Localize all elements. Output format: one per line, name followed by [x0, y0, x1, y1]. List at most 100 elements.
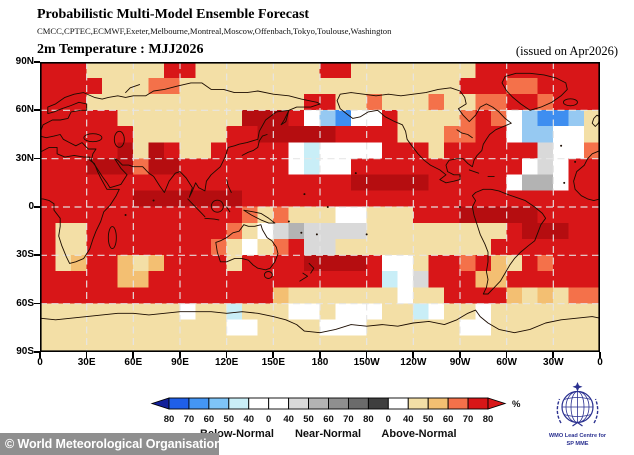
map-cell: [350, 93, 367, 111]
map-cell: [226, 222, 243, 240]
map-cell: [397, 271, 414, 288]
map-cell: [444, 110, 461, 127]
map-cell: [335, 287, 352, 304]
legend-segment: [268, 397, 290, 410]
legend-tick-label: 80: [363, 414, 374, 425]
map-cell: [521, 77, 539, 95]
map-cell: [490, 287, 507, 304]
map-cell: [164, 287, 181, 304]
legend-segment: [308, 397, 329, 410]
map-cell: [428, 222, 445, 240]
legend-tick-label: 70: [184, 414, 195, 425]
lon-tick-label: 0: [37, 357, 43, 368]
map-cell: [397, 287, 414, 304]
map-cell: [241, 158, 259, 176]
map-cell: [381, 110, 399, 127]
world-map: [40, 62, 600, 352]
map-cell: [490, 206, 507, 224]
map-cell: [366, 93, 383, 111]
legend-tick-label: 0: [266, 414, 271, 425]
lat-tick-mark: [34, 157, 40, 160]
map-cell: [350, 222, 367, 240]
map-cell: [226, 174, 243, 192]
map-cell: [428, 190, 445, 208]
legend-segment: [188, 397, 210, 410]
map-cell: [335, 110, 352, 127]
map-cell: [584, 110, 600, 127]
map-cell: [428, 126, 445, 143]
map-cell: [288, 190, 305, 208]
map-cell: [584, 142, 600, 159]
map-cell: [506, 126, 523, 143]
map-cell: [210, 335, 227, 352]
map-cell: [133, 335, 150, 352]
map-cell: [117, 142, 134, 159]
map-cell: [226, 158, 243, 176]
map-cell: [273, 271, 290, 288]
map-cell: [40, 255, 56, 272]
lon-tick-mark: [225, 352, 228, 358]
map-cell: [537, 319, 554, 337]
map-cell: [428, 62, 445, 79]
map-cell: [459, 238, 476, 256]
map-cell: [179, 287, 196, 304]
map-cell: [335, 222, 352, 240]
map-cell: [397, 238, 414, 256]
lat-tick-label: 90S: [16, 346, 34, 357]
map-cell: [521, 319, 539, 337]
map-cell: [506, 222, 523, 240]
map-cell: [304, 158, 321, 176]
map-cell: [490, 174, 507, 192]
legend-tick-label: 40: [403, 414, 414, 425]
map-cell: [148, 255, 165, 272]
map-cell: [350, 287, 367, 304]
map-cell: [304, 190, 321, 208]
map-cell: [475, 335, 492, 352]
map-cell: [226, 126, 243, 143]
map-cell: [568, 62, 585, 79]
map-cell: [164, 158, 181, 176]
map-cell: [413, 255, 430, 272]
lon-tick-label: 90E: [171, 357, 189, 368]
lat-tick-label: 30S: [16, 249, 34, 261]
map-cell: [55, 190, 72, 208]
map-cell: [490, 77, 507, 95]
map-cell: [413, 158, 430, 176]
map-cell: [413, 319, 430, 337]
map-cell: [273, 158, 290, 176]
map-cell: [40, 174, 56, 192]
map-cell: [350, 206, 367, 224]
map-cell: [288, 303, 305, 321]
map-cell: [148, 158, 165, 176]
map-cell: [553, 271, 570, 288]
map-cell: [164, 126, 181, 143]
map-cell: [70, 174, 87, 192]
map-cell: [568, 303, 585, 321]
legend-tick-label: 60: [323, 414, 334, 425]
map-cell: [70, 335, 87, 352]
map-cell: [397, 77, 414, 95]
map-cell: [55, 222, 72, 240]
map-cell: [444, 287, 461, 304]
models-subtitle: CMCC,CPTEC,ECMWF,Exeter,Melbourne,Montre…: [37, 26, 392, 36]
map-cell: [506, 287, 523, 304]
lon-tick-mark: [272, 352, 275, 358]
map-cell: [164, 303, 181, 321]
map-cell: [164, 271, 181, 288]
map-cell: [381, 255, 399, 272]
lon-tick-label: 150E: [261, 357, 285, 368]
map-cell: [553, 190, 570, 208]
map-cell: [366, 319, 383, 337]
map-cell: [381, 142, 399, 159]
map-cell: [257, 142, 274, 159]
map-cell: [288, 142, 305, 159]
map-cell: [584, 238, 600, 256]
legend-tick-label: 50: [423, 414, 434, 425]
map-cell: [86, 319, 103, 337]
map-cell: [55, 158, 72, 176]
map-cell: [366, 206, 383, 224]
map-cell: [350, 271, 367, 288]
map-cell: [164, 255, 181, 272]
map-cell: [397, 190, 414, 208]
